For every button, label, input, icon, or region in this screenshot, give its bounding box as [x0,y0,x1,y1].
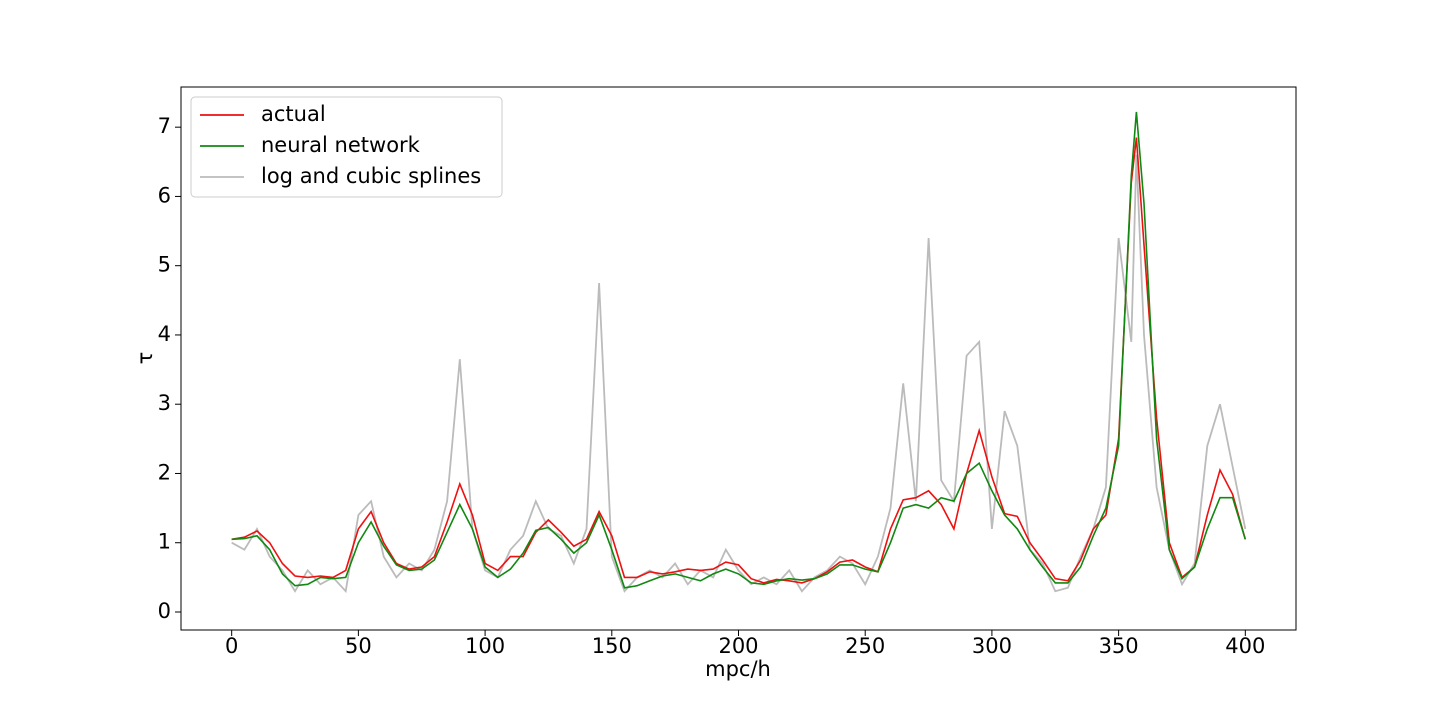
y-tick-label: 3 [158,391,171,415]
x-tick-label: 350 [1099,634,1139,658]
x-tick-label: 400 [1225,634,1265,658]
x-tick-label: 300 [972,634,1012,658]
y-tick-label: 1 [158,530,171,554]
legend-label: log and cubic splines [261,164,481,188]
x-tick-label: 0 [225,634,238,658]
x-tick-label: 50 [345,634,372,658]
x-axis-label: mpc/h [705,657,771,681]
legend-box [190,96,503,198]
series-line [231,111,1247,589]
x-tick-label: 150 [592,634,632,658]
y-tick-label: 2 [158,460,171,484]
y-tick-label: 4 [158,322,171,346]
y-tick-label: 5 [158,253,171,277]
legend-label: actual [261,102,326,126]
x-tick-label: 250 [845,634,885,658]
y-tick-label: 7 [158,114,171,138]
x-tick-label: 100 [465,634,505,658]
y-tick-label: 6 [158,183,171,207]
y-tick-label: 0 [158,599,171,623]
series-line [231,137,1247,584]
x-tick-label: 200 [718,634,758,658]
legend-label: neural network [261,133,421,157]
series-line [231,154,1247,594]
y-axis-label: τ [133,352,157,365]
